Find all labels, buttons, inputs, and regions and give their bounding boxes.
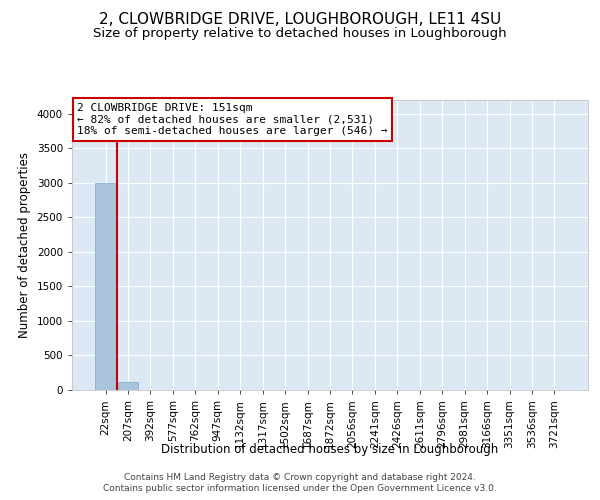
Bar	[118, 382, 138, 390]
Y-axis label: Number of detached properties: Number of detached properties	[18, 152, 31, 338]
Text: Size of property relative to detached houses in Loughborough: Size of property relative to detached ho…	[93, 28, 507, 40]
Bar	[95, 183, 116, 390]
Text: 2 CLOWBRIDGE DRIVE: 151sqm
← 82% of detached houses are smaller (2,531)
18% of s: 2 CLOWBRIDGE DRIVE: 151sqm ← 82% of deta…	[77, 103, 388, 136]
Text: Contains public sector information licensed under the Open Government Licence v3: Contains public sector information licen…	[103, 484, 497, 493]
Text: Distribution of detached houses by size in Loughborough: Distribution of detached houses by size …	[161, 442, 499, 456]
Text: 2, CLOWBRIDGE DRIVE, LOUGHBOROUGH, LE11 4SU: 2, CLOWBRIDGE DRIVE, LOUGHBOROUGH, LE11 …	[99, 12, 501, 28]
Text: Contains HM Land Registry data © Crown copyright and database right 2024.: Contains HM Land Registry data © Crown c…	[124, 472, 476, 482]
